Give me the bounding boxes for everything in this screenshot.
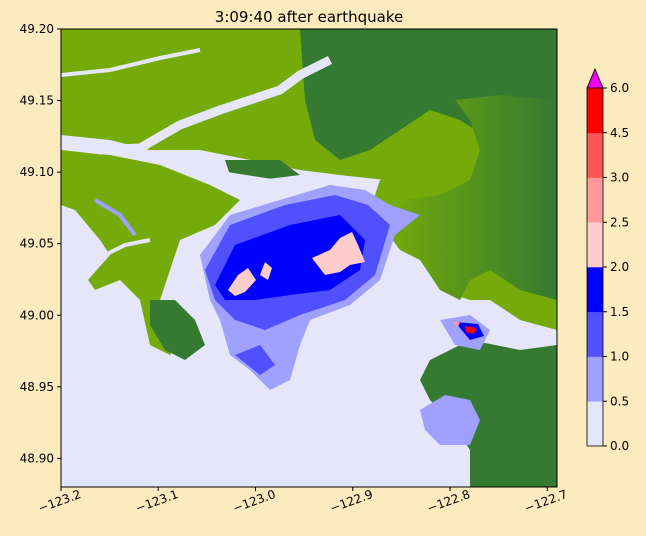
colorbar-ticks: 0.0 0.5 1.0 1.5 2.0 2.5 3.0 4.5 6.0 xyxy=(603,81,629,453)
colorbar-segment xyxy=(587,88,603,134)
plot-area xyxy=(60,28,558,488)
y-tick-label: 49.00 xyxy=(20,308,54,322)
flood-level-2.0-west xyxy=(228,268,256,296)
colorbar-segment xyxy=(587,267,603,313)
colorbar-segment xyxy=(587,177,603,223)
y-axis: 48.90 48.95 49.00 49.05 49.10 49.15 49.20 xyxy=(20,22,61,465)
river-main xyxy=(61,55,333,155)
colorbar: 0.0 0.5 1.0 1.5 2.0 2.5 3.0 4.5 6.0 xyxy=(586,67,629,453)
flood-level-2.0-east xyxy=(312,232,365,275)
x-tick-label: −122.7 xyxy=(523,487,570,515)
colorbar-tick-label: 6.0 xyxy=(610,81,629,95)
x-tick-label: −123.0 xyxy=(231,487,278,515)
y-tick-label: 49.20 xyxy=(20,22,54,36)
x-tick-label: −123.1 xyxy=(134,487,181,515)
plot-frame xyxy=(60,28,558,488)
colorbar-segment xyxy=(587,401,603,447)
land-tsawwassen xyxy=(150,300,205,360)
x-tick-label: −122.8 xyxy=(425,487,472,515)
colorbar-segment xyxy=(587,132,603,178)
colorbar-tick-label: 3.0 xyxy=(610,171,629,185)
flood-level-1.0-spot xyxy=(235,345,275,375)
colorbar-tick-label: 1.0 xyxy=(610,350,629,364)
flood-level-2.0-mid xyxy=(260,262,272,280)
colorbar-tick-label: 0.5 xyxy=(610,394,629,408)
flood-level-2.5-spot xyxy=(452,322,460,327)
y-tick-label: 49.05 xyxy=(20,237,54,251)
colorbar-segment xyxy=(587,222,603,268)
map-background xyxy=(61,29,557,487)
river-north-arm xyxy=(61,48,201,77)
colorbar-segments xyxy=(587,88,603,447)
colorbar-tick-label: 2.0 xyxy=(610,260,629,274)
colorbar-tick-label: 2.5 xyxy=(610,215,629,229)
flood-level-0.5-se xyxy=(420,395,480,445)
x-axis: −123.2 −123.1 −123.0 −122.9 −122.8 −122.7 xyxy=(36,487,569,515)
land-southeast-upland xyxy=(420,340,557,487)
flood-level-4.5-spot xyxy=(465,326,476,334)
y-tick-label: 49.10 xyxy=(20,165,54,179)
river-branch xyxy=(139,152,361,185)
colorbar-segment xyxy=(587,356,603,402)
land-delta-lowland xyxy=(61,150,240,355)
chart-title: 3:09:40 after earthquake xyxy=(215,8,403,26)
x-tick-label: −123.2 xyxy=(36,487,83,515)
colorbar-extend-arrow xyxy=(586,67,604,89)
land-east-upland xyxy=(385,95,557,300)
colorbar-tick-label: 1.5 xyxy=(610,305,629,319)
channel-south xyxy=(94,238,151,262)
x-tick-label: −122.9 xyxy=(328,487,375,515)
colorbar-tick-label: 0.0 xyxy=(610,439,629,453)
y-tick-label: 48.95 xyxy=(20,380,54,394)
colorbar-segment xyxy=(587,311,603,357)
y-tick-label: 49.15 xyxy=(20,94,54,108)
y-tick-label: 48.90 xyxy=(20,451,54,465)
channel-west xyxy=(93,198,137,237)
colorbar-tick-label: 4.5 xyxy=(610,126,629,140)
